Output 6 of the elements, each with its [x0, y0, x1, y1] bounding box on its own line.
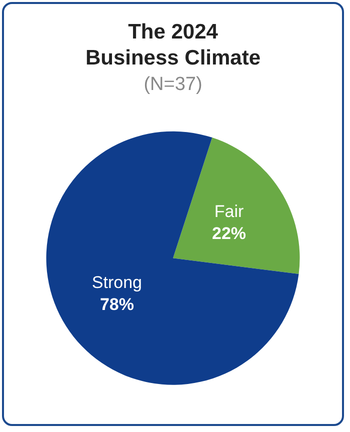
chart-title: The 2024 Business Climate [85, 20, 261, 70]
slice-label: Strong [92, 273, 142, 292]
data-label: 22% [212, 224, 246, 244]
chart-subtitle: (N=37) [144, 74, 202, 95]
data-label: 78% [100, 295, 134, 314]
slice-label: Fair [214, 202, 244, 222]
